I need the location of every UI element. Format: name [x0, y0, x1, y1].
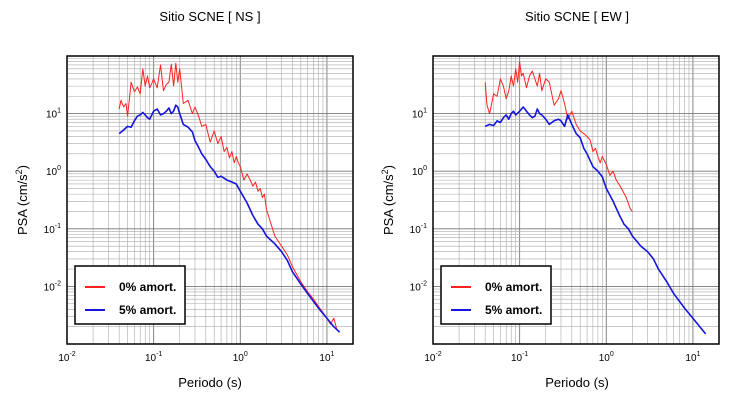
tick-base: 10: [410, 225, 422, 236]
plot-area: [118, 62, 341, 333]
y-tick-label: 100: [46, 165, 61, 178]
x-tick-labels: 10-2 10-1 100 101: [424, 351, 700, 364]
tick-exponent: -1: [156, 351, 162, 358]
legend-box: [74, 265, 186, 325]
legend-label-0: 0% amort.: [485, 280, 542, 294]
tick-base: 10: [424, 353, 436, 364]
legend-label-0: 0% amort.: [119, 280, 176, 294]
x-axis-label: Periodo (s): [545, 375, 609, 390]
chart-panel-ns: Sitio SCNE [ NS ] 10-2 10-1 100 101 10-210-…: [14, 9, 354, 390]
y-axis-label-main: PSA (cm/s: [15, 174, 30, 235]
tick-exponent: -2: [69, 351, 75, 358]
x-axis-label: Periodo (s): [178, 375, 242, 390]
legend-label-1: 5% amort.: [119, 303, 176, 317]
x-tick-label: 10-1: [511, 351, 528, 364]
legend-label-1: 5% amort.: [485, 303, 542, 317]
legend-box: [440, 265, 552, 325]
tick-base: 10: [46, 110, 58, 121]
y-tick-label: 10-2: [44, 280, 61, 293]
y-axis-label-main: PSA (cm/s: [381, 174, 396, 235]
x-tick-labels: 10-2 10-1 100 101: [58, 351, 334, 364]
y-tick-label: 10-2: [410, 280, 427, 293]
tick-exponent: 1: [57, 108, 61, 115]
tick-base: 10: [685, 353, 697, 364]
y-axis-label: PSA (cm/s2): [380, 165, 396, 235]
chart-title: Sitio SCNE [ EW ]: [525, 9, 629, 24]
y-tick-label: 101: [46, 108, 61, 121]
tick-base: 10: [412, 167, 424, 178]
series-line-5pct-damping: [118, 104, 341, 333]
legend: 0% amort. 5% amort.: [74, 265, 186, 325]
tick-base: 10: [233, 353, 245, 364]
plot-frame: [66, 55, 354, 345]
tick-exponent: -1: [421, 223, 427, 230]
y-tick-label: 10-1: [410, 223, 427, 236]
tick-base: 10: [44, 225, 56, 236]
tick-exponent: -1: [55, 223, 61, 230]
y-axis-label-close: ): [15, 165, 30, 169]
plot-frame: [432, 55, 720, 345]
x-tick-label: 100: [599, 351, 614, 364]
tick-exponent: 0: [57, 165, 61, 172]
tick-exponent: -2: [421, 280, 427, 287]
tick-exponent: 1: [331, 351, 335, 358]
chart-panel-ew: Sitio SCNE [ EW ] 10-2 10-1 100 101 10-210-…: [380, 9, 720, 390]
y-tick-label: 101: [412, 108, 427, 121]
x-tick-label: 101: [319, 351, 334, 364]
plot-area: [484, 61, 707, 335]
series-line-0pct-damping: [118, 62, 340, 333]
y-axis-label-sup: 2: [14, 169, 24, 174]
series-line-5pct-damping: [484, 106, 707, 335]
x-tick-label: 10-1: [145, 351, 162, 364]
y-axis-label-sup: 2: [380, 169, 390, 174]
series-line-0pct-damping: [484, 61, 633, 212]
y-axis-label: PSA (cm/s2): [14, 165, 30, 235]
tick-base: 10: [511, 353, 523, 364]
x-tick-label: 100: [233, 351, 248, 364]
y-axis-label-close: ): [381, 165, 396, 169]
tick-base: 10: [145, 353, 157, 364]
tick-base: 10: [46, 167, 58, 178]
tick-base: 10: [44, 282, 56, 293]
tick-base: 10: [58, 353, 70, 364]
tick-base: 10: [319, 353, 331, 364]
tick-exponent: 1: [697, 351, 701, 358]
x-tick-label: 10-2: [58, 351, 75, 364]
y-tick-label: 10-1: [44, 223, 61, 236]
tick-exponent: 1: [423, 108, 427, 115]
tick-exponent: -2: [55, 280, 61, 287]
tick-exponent: 0: [423, 165, 427, 172]
tick-base: 10: [599, 353, 611, 364]
chart-title: Sitio SCNE [ NS ]: [159, 9, 260, 24]
y-tick-label: 100: [412, 165, 427, 178]
tick-exponent: -1: [522, 351, 528, 358]
legend: 0% amort. 5% amort.: [440, 265, 552, 325]
tick-exponent: 0: [244, 351, 248, 358]
tick-exponent: 0: [610, 351, 614, 358]
x-tick-label: 10-2: [424, 351, 441, 364]
tick-base: 10: [412, 110, 424, 121]
tick-base: 10: [410, 282, 422, 293]
tick-exponent: -2: [435, 351, 441, 358]
x-tick-label: 101: [685, 351, 700, 364]
